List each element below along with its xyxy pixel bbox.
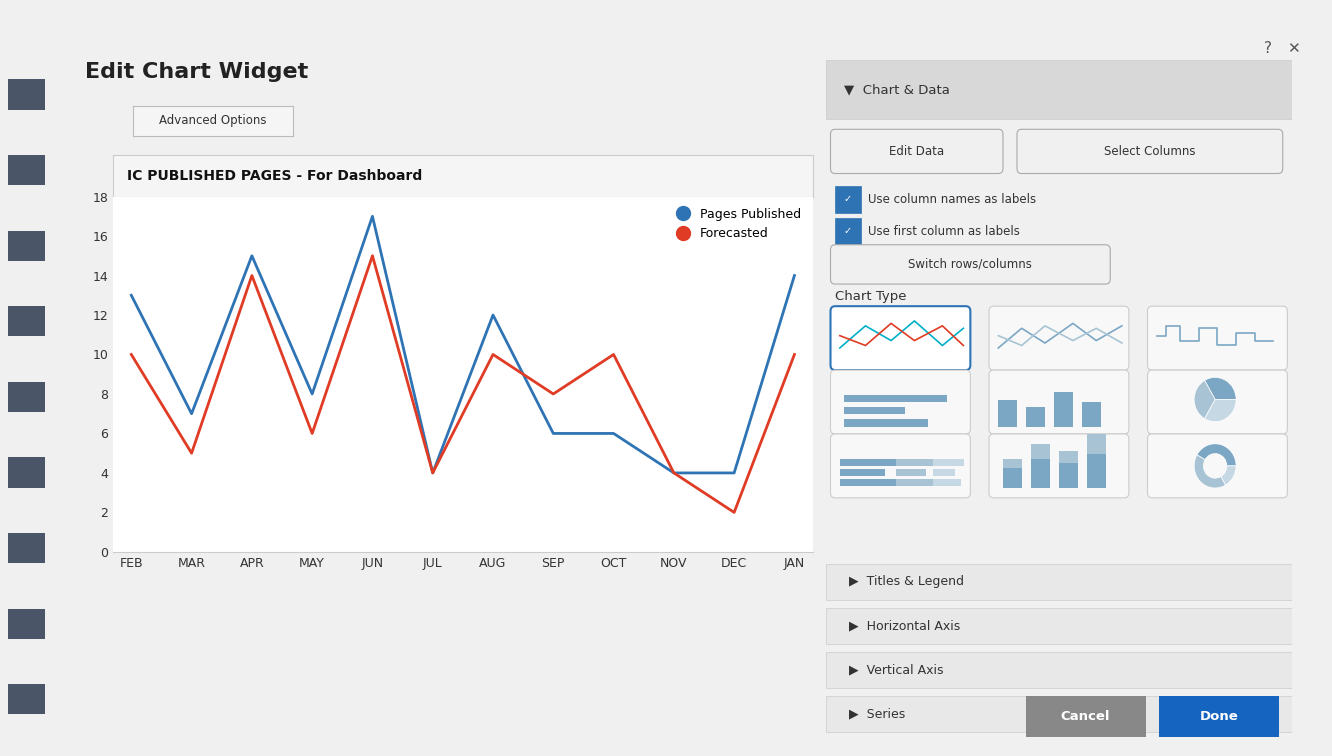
Bar <box>8 533 45 563</box>
Bar <box>844 395 947 402</box>
Text: ▼  Chart & Data: ▼ Chart & Data <box>844 83 950 97</box>
FancyBboxPatch shape <box>988 370 1128 434</box>
Bar <box>8 609 45 639</box>
Bar <box>840 469 884 476</box>
Bar <box>1003 468 1022 488</box>
Bar <box>840 460 902 466</box>
Text: Switch rows/columns: Switch rows/columns <box>908 258 1032 271</box>
Text: Advanced Options: Advanced Options <box>160 114 266 128</box>
Bar <box>826 696 1292 732</box>
FancyBboxPatch shape <box>831 129 1003 173</box>
Legend: Pages Published, Forecasted: Pages Published, Forecasted <box>665 203 806 245</box>
Bar <box>1087 454 1106 488</box>
Bar <box>8 231 45 261</box>
Text: ✓: ✓ <box>843 227 851 237</box>
Bar <box>8 684 45 714</box>
Bar <box>1082 402 1100 426</box>
Text: ▶  Titles & Legend: ▶ Titles & Legend <box>850 575 964 588</box>
Bar <box>1055 392 1074 426</box>
Text: Use column names as labels: Use column names as labels <box>868 193 1036 206</box>
Bar <box>826 652 1292 688</box>
Text: ✕: ✕ <box>1287 41 1300 56</box>
Bar <box>1027 407 1044 426</box>
Bar <box>895 479 932 485</box>
Bar <box>826 608 1292 644</box>
FancyBboxPatch shape <box>1148 306 1287 370</box>
Text: ✓: ✓ <box>843 194 851 204</box>
FancyBboxPatch shape <box>1018 129 1283 173</box>
Text: Edit Chart Widget: Edit Chart Widget <box>85 62 309 82</box>
Text: Use first column as labels: Use first column as labels <box>868 225 1020 238</box>
FancyBboxPatch shape <box>831 245 1111 284</box>
Bar <box>835 186 860 213</box>
Wedge shape <box>1193 380 1215 419</box>
Bar <box>844 407 906 414</box>
Wedge shape <box>1221 466 1236 485</box>
Bar <box>932 469 955 476</box>
Wedge shape <box>1204 377 1236 399</box>
Bar <box>826 564 1292 600</box>
Bar <box>1031 458 1050 488</box>
Bar <box>999 399 1018 426</box>
Bar <box>1003 458 1022 468</box>
Text: Done: Done <box>1199 710 1239 723</box>
FancyBboxPatch shape <box>831 434 970 498</box>
FancyBboxPatch shape <box>988 434 1128 498</box>
Text: Select Columns: Select Columns <box>1104 145 1196 158</box>
Text: ?: ? <box>1264 41 1272 56</box>
Text: ▶  Horizontal Axis: ▶ Horizontal Axis <box>850 619 960 632</box>
Bar <box>840 479 895 485</box>
Text: Chart Type: Chart Type <box>835 290 907 303</box>
Text: ▶  Series: ▶ Series <box>850 708 906 720</box>
FancyBboxPatch shape <box>831 370 970 434</box>
Bar <box>8 306 45 336</box>
Text: IC PUBLISHED PAGES - For Dashboard: IC PUBLISHED PAGES - For Dashboard <box>128 169 422 183</box>
Bar <box>1059 463 1078 488</box>
FancyBboxPatch shape <box>831 306 970 370</box>
Bar <box>1087 434 1106 454</box>
Bar <box>932 479 962 485</box>
Wedge shape <box>1195 455 1225 488</box>
Wedge shape <box>1204 399 1236 422</box>
Text: Cancel: Cancel <box>1060 710 1111 723</box>
Text: ▶  Vertical Axis: ▶ Vertical Axis <box>850 663 943 677</box>
Bar <box>895 460 936 466</box>
Bar <box>844 419 928 426</box>
Bar <box>8 457 45 488</box>
Bar <box>835 218 860 245</box>
Bar <box>895 469 926 476</box>
Wedge shape <box>1197 444 1236 466</box>
Bar <box>1031 444 1050 458</box>
Bar <box>932 460 964 466</box>
Bar <box>8 79 45 110</box>
Bar <box>826 60 1292 119</box>
Bar <box>8 382 45 412</box>
FancyBboxPatch shape <box>1148 370 1287 434</box>
Text: Edit Data: Edit Data <box>890 145 944 158</box>
Bar <box>8 155 45 185</box>
Bar <box>1059 451 1078 463</box>
FancyBboxPatch shape <box>988 306 1128 370</box>
FancyBboxPatch shape <box>1148 434 1287 498</box>
